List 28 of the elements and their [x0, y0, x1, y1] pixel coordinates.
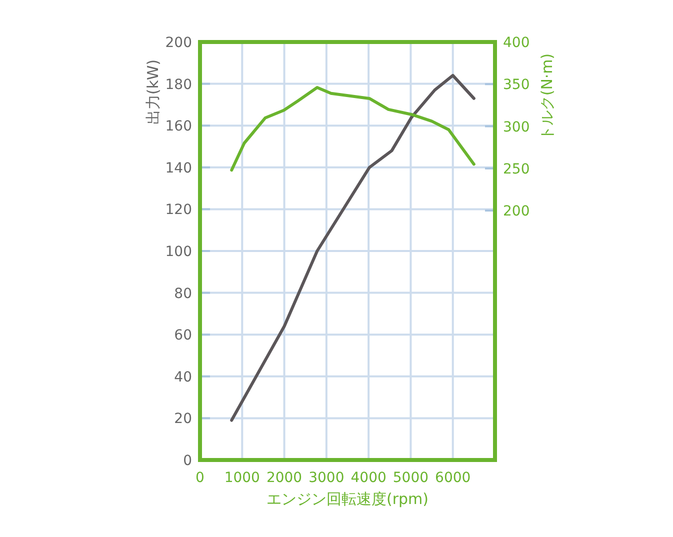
- x-tick-label: 1000: [224, 470, 260, 486]
- line-series: [230, 86, 476, 172]
- line-series: [230, 74, 476, 422]
- x-tick-label: 6000: [435, 470, 471, 486]
- y2-tick-label: 250: [503, 161, 530, 178]
- x-tick-label: 2000: [266, 470, 302, 486]
- y2-tick-label: 350: [503, 77, 530, 94]
- y2-tick-label: 300: [503, 119, 530, 136]
- y-tick-label: 60: [174, 328, 192, 344]
- x-tick-label: 0: [196, 470, 204, 486]
- x-tick-label: 5000: [392, 470, 429, 486]
- y-tick-label: 160: [165, 118, 192, 135]
- y2-tick-label: 400: [503, 35, 530, 51]
- x-axis-title: エンジン回転速度(rpm): [266, 490, 429, 508]
- y-tick-label: 100: [165, 244, 192, 260]
- y-tick-label: 0: [183, 453, 192, 469]
- y2-tick-label: 200: [503, 204, 530, 220]
- x-tick-label: 4000: [350, 470, 386, 486]
- y-tick-label: 40: [174, 369, 192, 386]
- y2-axis-title: トルク(N·m): [538, 53, 556, 141]
- y-tick-label: 20: [174, 411, 192, 428]
- y-tick-label: 140: [165, 160, 192, 176]
- y-axis-title: 出力(kW): [144, 59, 162, 125]
- y-tick-label: 80: [174, 286, 192, 302]
- x-tick-label: 3000: [308, 470, 344, 486]
- y-tick-label: 200: [165, 35, 192, 51]
- y-tick-label: 180: [165, 76, 192, 93]
- y-tick-label: 120: [165, 202, 192, 218]
